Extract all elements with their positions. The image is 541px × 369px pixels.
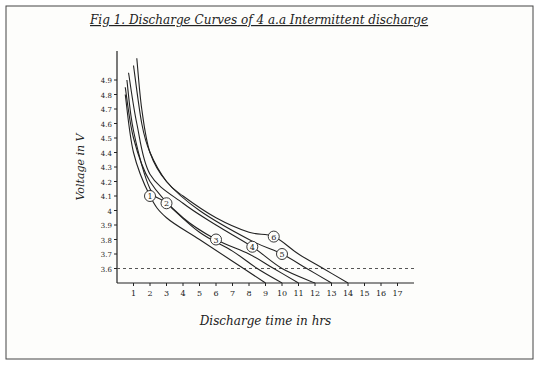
y-tick-label: 4.7 (101, 106, 112, 114)
x-axis-title: Discharge time in hrs (199, 314, 332, 328)
y-tick-label: 4.5 (101, 135, 112, 143)
x-tick-label: 13 (326, 289, 336, 298)
y-tick-label: 4.1 (101, 193, 112, 201)
series-line (125, 87, 298, 283)
x-tick (282, 283, 283, 286)
x-tick-label: 17 (392, 289, 402, 298)
x-tick-label: 8 (246, 289, 251, 298)
chart: Fig 1. Discharge Curves of 4 a.a Intermi… (0, 0, 541, 369)
x-tick (364, 283, 365, 286)
series-line (125, 95, 265, 284)
title: Fig 1. Discharge Curves of 4 a.a Intermi… (89, 13, 428, 27)
x-tick-label: 10 (277, 289, 287, 298)
series-label-circle (161, 198, 172, 209)
y-tick (114, 167, 117, 168)
x-tick-label: 4 (180, 289, 185, 298)
x-tick-label: 6 (213, 289, 218, 298)
series-label-circle (277, 249, 288, 260)
x-tick (133, 283, 134, 286)
y-tick-label: 3.7 (101, 251, 112, 259)
x-tick-label: 11 (293, 289, 303, 298)
y-tick (114, 181, 117, 182)
y-tick (114, 152, 117, 153)
series-line (129, 73, 315, 283)
plot-area (117, 58, 414, 283)
y-tick (114, 80, 117, 81)
x-tick-label: 12 (310, 289, 320, 298)
x-tick (216, 283, 217, 286)
x-tick (298, 283, 299, 286)
series-label: 6 (268, 231, 279, 242)
y-tick-label: 4.8 (101, 92, 112, 100)
x-tick (315, 283, 316, 286)
reference-line (117, 268, 414, 269)
series-label: 1 (145, 191, 156, 202)
y-tick (114, 109, 117, 110)
y-tick (114, 138, 117, 139)
x-tick (265, 283, 266, 286)
series-label-text: 3 (213, 236, 218, 245)
x-tick-label: 2 (147, 289, 152, 298)
series-label-text: 6 (271, 233, 276, 242)
y-tick (114, 239, 117, 240)
x-tick (232, 283, 233, 286)
series-label-circle (268, 231, 279, 242)
x-tick (249, 283, 250, 286)
series-label: 3 (211, 234, 222, 245)
y-tick (114, 225, 117, 226)
y-tick-label: 4.6 (101, 121, 113, 129)
x-tick-label: 16 (376, 289, 386, 298)
x-tick-label: 3 (164, 289, 169, 298)
series-label-circle (247, 241, 258, 252)
series-line (134, 66, 349, 284)
y-tick-label: 4.2 (101, 179, 112, 187)
series-label: 2 (161, 198, 172, 209)
y-tick-label: 4.4 (101, 150, 113, 158)
x-tick (348, 283, 349, 286)
x-tick-label: 5 (197, 289, 202, 298)
y-tick-label: 4 (108, 208, 113, 216)
series-label: 5 (277, 249, 288, 260)
y-tick (114, 123, 117, 124)
frame (6, 6, 533, 359)
x-tick (150, 283, 151, 286)
x-tick-label: 1 (131, 289, 136, 298)
series-label-circle (145, 191, 156, 202)
y-tick-label: 3.9 (101, 222, 112, 230)
x-tick-label: 14 (343, 289, 353, 298)
y-tick (114, 254, 117, 255)
x-tick (331, 283, 332, 286)
series-label-text: 1 (147, 192, 152, 201)
y-tick (114, 268, 117, 269)
x-tick (183, 283, 184, 286)
y-tick-label: 3.6 (101, 266, 113, 274)
series-line (137, 58, 332, 283)
y-tick (114, 210, 117, 211)
y-tick (114, 94, 117, 95)
x-tick-label: 7 (230, 289, 235, 298)
series-label: 4 (247, 241, 258, 252)
y-tick-label: 4.3 (101, 164, 112, 172)
x-tick (381, 283, 382, 286)
series-label-text: 5 (279, 250, 284, 259)
x-tick-label: 15 (359, 289, 369, 298)
series-label-text: 4 (250, 243, 255, 252)
y-tick (114, 196, 117, 197)
x-tick (166, 283, 167, 286)
x-tick-label: 9 (263, 289, 268, 298)
x-tick (199, 283, 200, 286)
x-tick (397, 283, 398, 286)
y-axis-title: Voltage in V (74, 132, 87, 200)
series-label-circle (211, 234, 222, 245)
y-tick-label: 3.8 (101, 237, 112, 245)
y-tick-label: 4.9 (101, 77, 112, 85)
series-label-text: 2 (164, 199, 169, 208)
